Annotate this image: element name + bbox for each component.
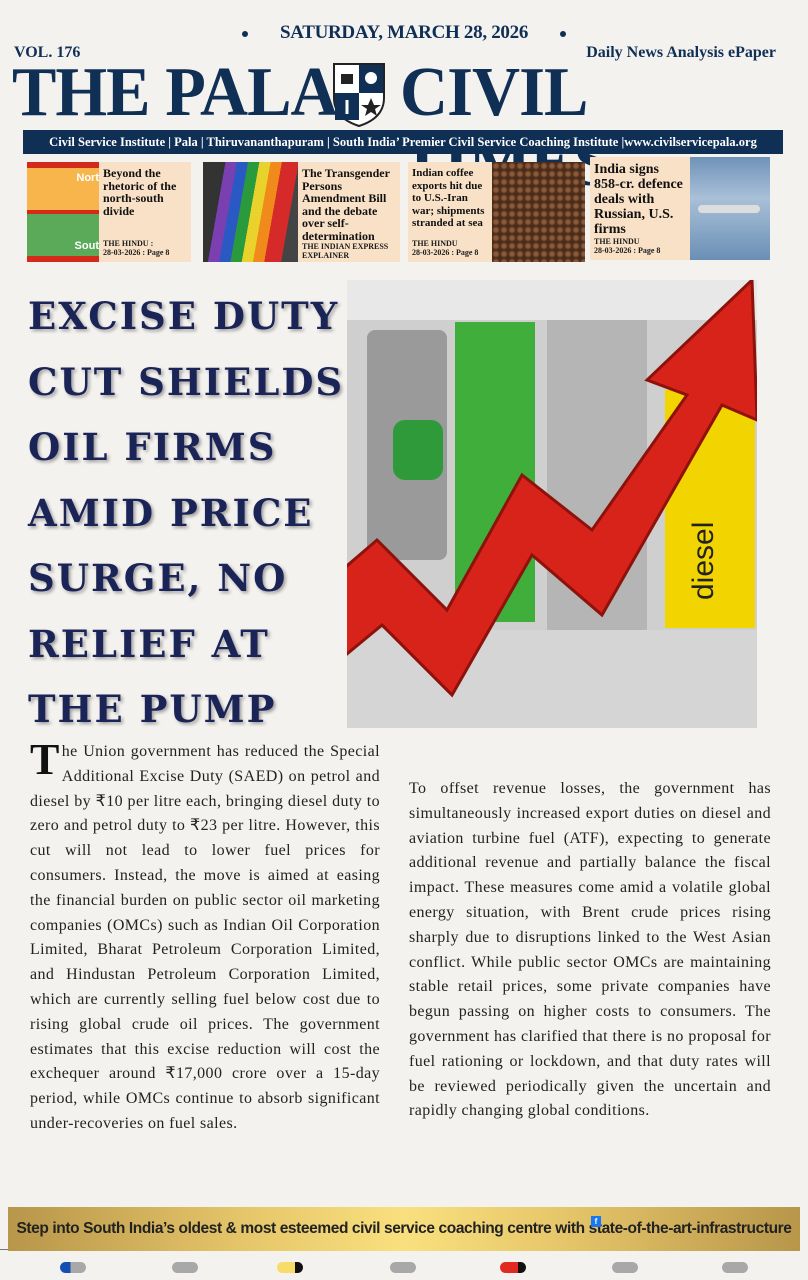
card-title: Indian coffee exports hit due to U.S.-Ir…: [412, 167, 485, 229]
page-indicator-5[interactable]: [500, 1262, 526, 1273]
card-title: India signs 858-cr. defence deals with R…: [594, 162, 683, 237]
promo-banner[interactable]: Step into South India’s oldest & most es…: [8, 1207, 800, 1251]
facebook-icon[interactable]: f: [591, 1216, 601, 1227]
news-card-transgender-bill[interactable]: The Transgender Persons Amendment Bill a…: [203, 162, 400, 262]
page-indicator-2[interactable]: [172, 1262, 198, 1273]
article-paragraph-2: To offset revenue losses, the government…: [409, 780, 771, 1120]
news-card-north-south[interactable]: Nort Sout Beyond the rhetoric of the nor…: [27, 162, 191, 262]
page-indicator-1[interactable]: [60, 1262, 86, 1273]
card-date: 28-03-2026 : Page 8: [594, 246, 661, 255]
pride-flag-image: [203, 162, 298, 262]
india-map-image: Nort Sout: [27, 162, 99, 262]
map-label-south: Sout: [74, 240, 99, 252]
map-label-north: Nort: [76, 172, 99, 184]
card-date: 28-03-2026 : Page 8: [412, 248, 479, 257]
card-source: THE HINDU: [594, 237, 640, 246]
card-title: Beyond the rhetoric of the north-south d…: [103, 166, 177, 218]
aircraft-image: [690, 157, 770, 260]
volume-number: VOL. 176: [14, 44, 81, 61]
date-text: SATURDAY, MARCH 28, 2026: [279, 22, 529, 43]
page-indicator-3[interactable]: [277, 1262, 303, 1273]
issue-date: SATURDAY, MARCH 28, 2026: [0, 22, 808, 44]
card-title: The Transgender Persons Amendment Bill a…: [302, 166, 390, 243]
card-source: THE HINDU: [412, 239, 458, 248]
card-date: 28-03-2026 : Page 8: [103, 248, 170, 257]
masthead-left: THE PALA: [12, 54, 339, 131]
card-source: THE HINDU :: [103, 239, 154, 248]
institute-strip: Civil Service Institute | Pala | Thiruva…: [23, 130, 783, 154]
news-card-coffee-exports[interactable]: Indian coffee exports hit due to U.S.-Ir…: [408, 162, 585, 262]
bullet-icon: [560, 30, 567, 37]
fuel-pump-price-arrow-image: diesel: [347, 280, 757, 728]
crest-logo-icon: [333, 63, 385, 128]
article-paragraph-1: he Union government has reduced the Spec…: [30, 743, 380, 1132]
rising-red-arrow-icon: [347, 280, 757, 698]
coffee-beans-image: [492, 162, 585, 262]
article-headline: EXCISE DUTY CUT SHIELDS OIL FIRMS AMID P…: [28, 294, 345, 731]
page-indicator-6[interactable]: [612, 1262, 638, 1273]
tagline: Daily News Analysis ePaper: [586, 44, 776, 61]
drop-cap: T: [30, 735, 60, 784]
page-indicator-4[interactable]: [390, 1262, 416, 1273]
bullet-icon: [241, 30, 248, 37]
news-card-defence-deals[interactable]: India signs 858-cr. defence deals with R…: [590, 157, 770, 260]
card-source: THE INDIAN EXPRESS EXPLAINER: [302, 242, 389, 260]
page-indicator-7[interactable]: [722, 1262, 748, 1273]
